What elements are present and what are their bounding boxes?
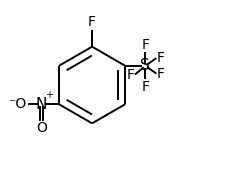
Text: +: + [45, 90, 53, 100]
Text: O: O [36, 121, 47, 135]
Text: F: F [126, 68, 134, 82]
Text: F: F [156, 51, 164, 65]
Text: N: N [36, 97, 47, 112]
Text: F: F [156, 67, 164, 81]
Text: F: F [141, 38, 149, 52]
Text: S: S [140, 58, 150, 73]
Text: ⁻O: ⁻O [8, 97, 26, 111]
Text: F: F [141, 80, 149, 94]
Text: F: F [88, 15, 96, 29]
